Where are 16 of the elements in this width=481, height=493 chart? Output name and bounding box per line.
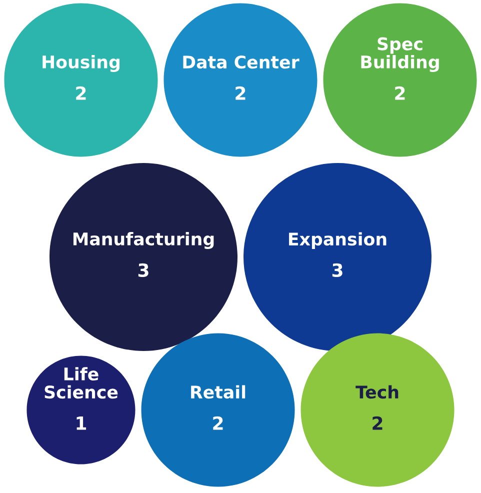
category-label: Tech — [356, 385, 398, 399]
data-label: 2 — [372, 416, 382, 430]
category-label: Retail — [191, 385, 246, 399]
category-label: Housing — [42, 55, 120, 72]
data-label: 2 — [76, 86, 86, 100]
category-label: Expansion — [289, 232, 386, 249]
data-label: 2 — [395, 86, 405, 100]
category-label: Spec Building — [361, 37, 439, 72]
category-label: Data Center — [183, 56, 300, 69]
data-label: 1 — [76, 416, 86, 430]
category-label: Manufacturing — [73, 232, 214, 249]
data-label: 2 — [213, 416, 223, 430]
data-label: 3 — [138, 263, 148, 277]
data-label: 3 — [332, 263, 342, 277]
category-label: Life Science — [44, 367, 118, 399]
data-label: 2 — [236, 86, 246, 100]
